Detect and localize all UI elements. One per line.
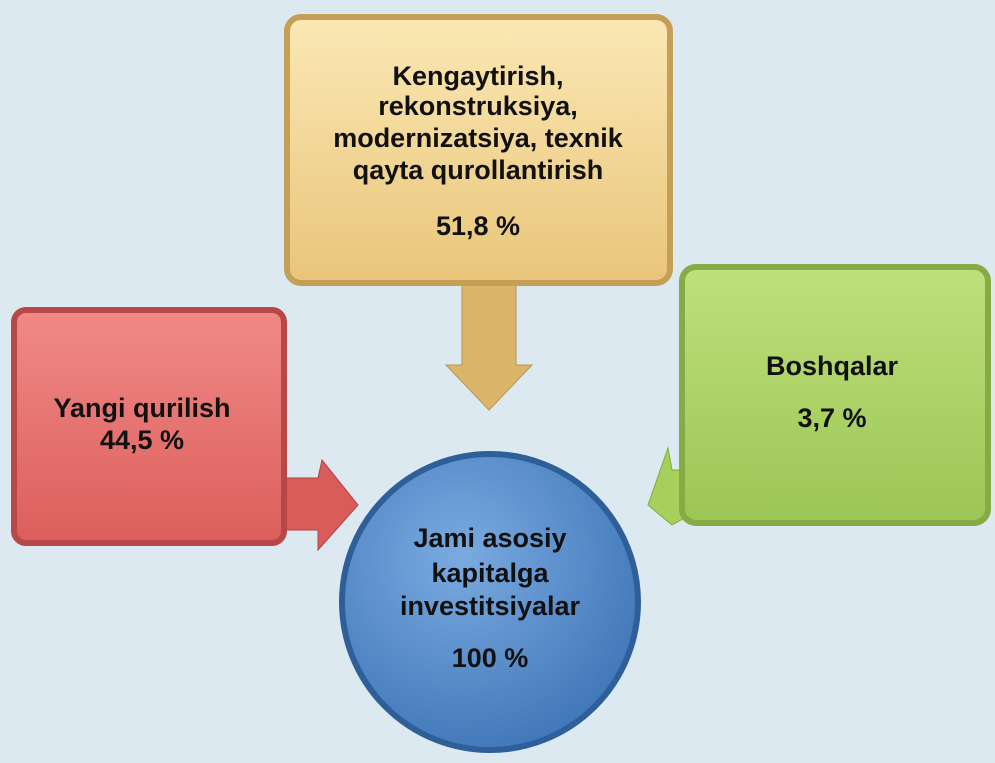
node-label: qayta qurollantirish (353, 155, 604, 185)
node-value: 51,8 % (436, 211, 520, 241)
node-label: Jami asosiy (413, 523, 566, 553)
circle-center (339, 451, 641, 753)
arrow-down (444, 284, 534, 411)
box-left (11, 307, 287, 546)
node-label: Yangi qurilish (53, 393, 230, 423)
node-value: 100 % (452, 643, 529, 673)
node-label: modernizatsiya, texnik (333, 123, 624, 153)
node-value: 44,5 % (100, 425, 184, 455)
node-value: 3,7 % (797, 403, 866, 433)
node-label: kapitalga (431, 558, 549, 588)
box-right (679, 264, 991, 526)
box-top (284, 14, 673, 286)
node-label: Boshqalar (766, 351, 899, 381)
node-label: Kengaytirish, (392, 61, 563, 91)
node-label: investitsiyalar (400, 591, 581, 621)
node-label: rekonstruksiya, (378, 91, 578, 121)
